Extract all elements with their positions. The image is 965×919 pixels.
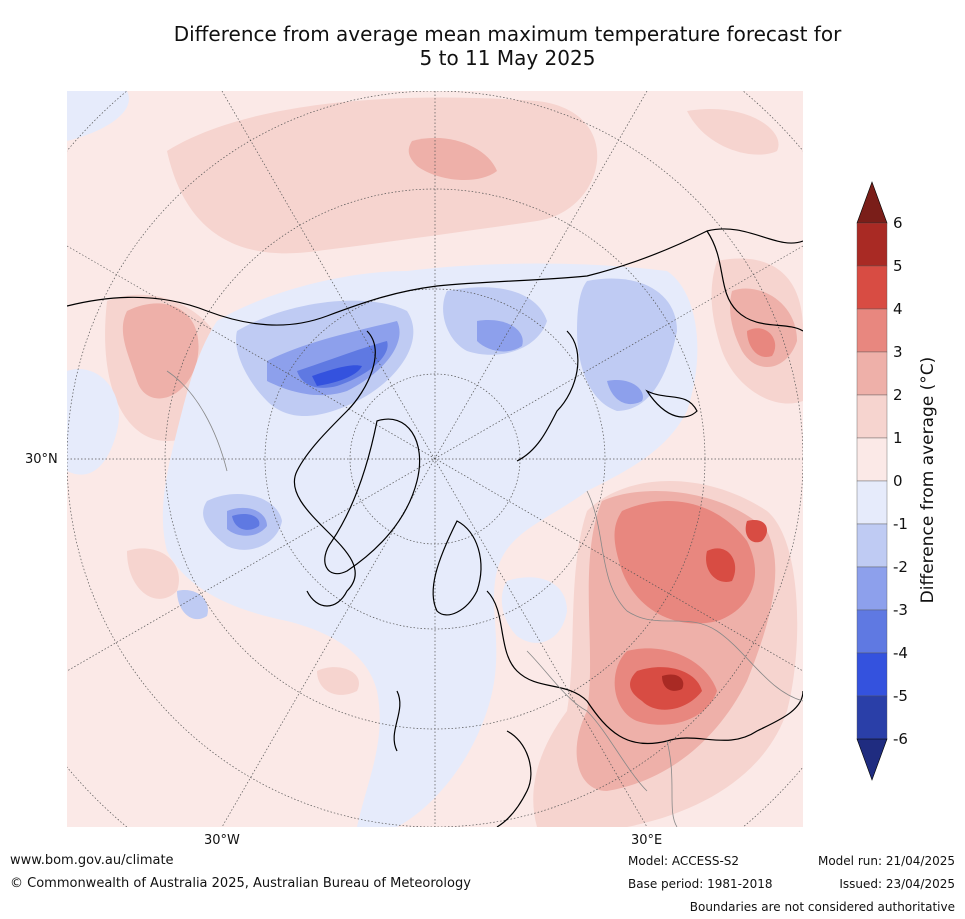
title-line-2: 5 to 11 May 2025 [419, 46, 596, 70]
colorbar-svg [856, 181, 888, 781]
lat-label-30n: 30°N [25, 452, 58, 467]
graticule [67, 91, 803, 827]
title-line-1: Difference from average mean maximum tem… [173, 22, 842, 46]
colorbar-segment [856, 437, 888, 482]
colorbar-segment [856, 265, 888, 310]
colorbar-segment [856, 394, 888, 439]
coastlines [67, 228, 803, 827]
chart-title: Difference from average mean maximum tem… [60, 22, 955, 70]
colorbar-segment [856, 222, 888, 267]
colorbar-label: Difference from average (°C) [918, 356, 938, 604]
map-svg [67, 91, 803, 827]
colorbar-segment [856, 695, 888, 740]
colorbar-segment [856, 566, 888, 611]
colorbar-tick-label: 0 [893, 472, 903, 490]
model-info: Model: ACCESS-S2 [628, 854, 740, 868]
colorbar-tick-label: 5 [893, 257, 903, 275]
colorbar-segment [856, 609, 888, 654]
lon-label-30w: 30°W [204, 833, 240, 848]
colorbar-tick-label: -4 [893, 644, 908, 662]
anomaly-5-6 [662, 674, 684, 691]
country-borders [166, 370, 803, 827]
colorbar-segment [856, 480, 888, 525]
lon-label-30e: 30°E [631, 833, 663, 848]
colorbar-tick-label: -3 [893, 601, 908, 619]
colorbar-segment [856, 308, 888, 353]
colorbar-tick-label: 3 [893, 343, 903, 361]
issued-date: Issued: 23/04/2025 [839, 877, 955, 891]
colorbar-tick-label: 4 [893, 300, 903, 318]
colorbar-over-triangle [856, 181, 888, 224]
colorbar-tick-label: -2 [893, 558, 908, 576]
colorbar-segment [856, 523, 888, 568]
base-period: Base period: 1981-2018 [628, 877, 773, 891]
website-link[interactable]: www.bom.gov.au/climate [10, 853, 174, 868]
copyright-text: © Commonwealth of Australia 2025, Austra… [10, 876, 471, 891]
colorbar-segment [856, 652, 888, 697]
colorbar-tick-label: -5 [893, 687, 908, 705]
colorbar-tick-label: -1 [893, 515, 908, 533]
forecast-map[interactable] [67, 91, 803, 827]
colorbar-under-triangle [856, 738, 888, 781]
colorbar-segment [856, 351, 888, 396]
anomaly-m5-m4 [312, 365, 362, 386]
colorbar [855, 180, 889, 786]
colorbar-tick-label: 2 [893, 386, 903, 404]
colorbar-tick-label: 1 [893, 429, 903, 447]
colorbar-tick-label: -6 [893, 730, 908, 748]
colorbar-tick-label: 6 [893, 214, 903, 232]
anomaly-4-5 [630, 520, 767, 710]
model-run-date: Model run: 21/04/2025 [817, 854, 955, 868]
boundary-disclaimer: Boundaries are not considered authoritat… [689, 900, 955, 914]
